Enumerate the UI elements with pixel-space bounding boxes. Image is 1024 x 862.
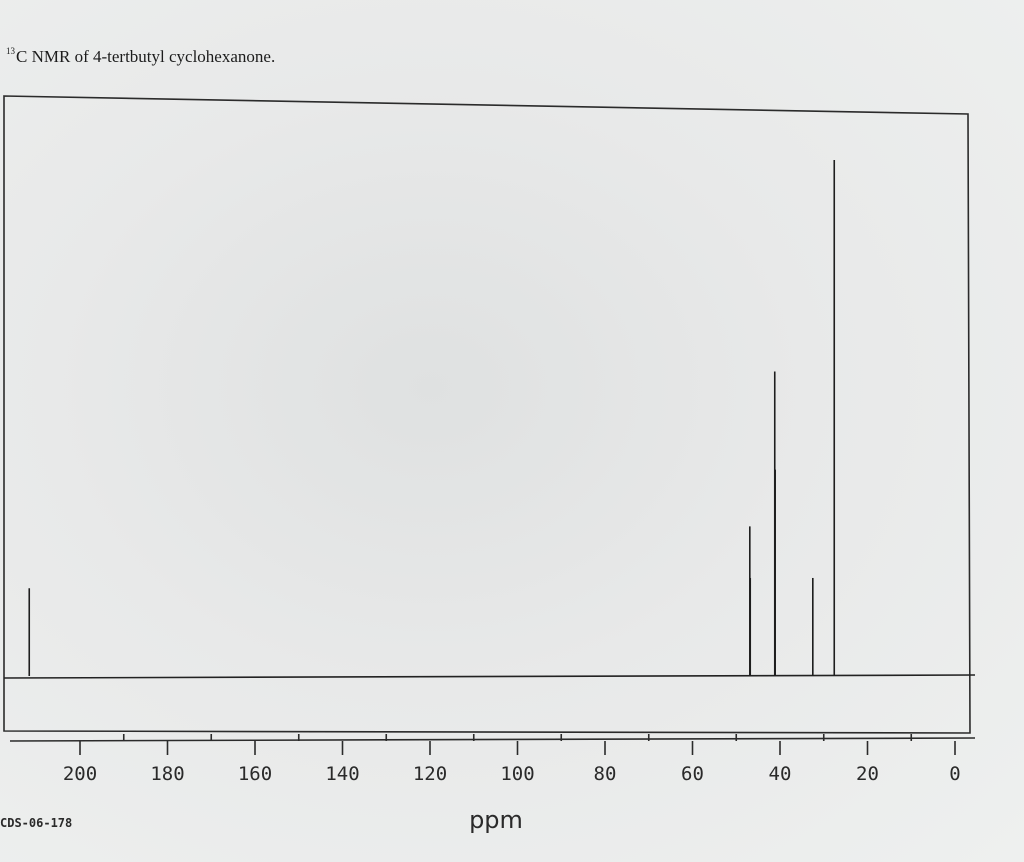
x-tick-label: 120 bbox=[413, 763, 447, 785]
x-tick-label: 140 bbox=[325, 763, 359, 785]
x-tick-label: 200 bbox=[63, 763, 97, 785]
x-tick-label: 0 bbox=[949, 763, 960, 785]
caption-text: C NMR of 4-tertbutyl cyclohexanone. bbox=[16, 47, 276, 66]
x-axis-label: ppm bbox=[469, 806, 523, 834]
plot-border bbox=[3, 95, 971, 734]
peak-group bbox=[28, 160, 836, 676]
catalog-code: CDS-06-178 bbox=[0, 816, 73, 830]
x-tick-label: 100 bbox=[500, 763, 534, 785]
x-tick-label: 160 bbox=[238, 763, 272, 785]
x-tick-label: 60 bbox=[681, 763, 704, 785]
spectrum-baseline bbox=[3, 674, 976, 679]
plot-frame bbox=[3, 95, 976, 734]
x-axis-line bbox=[9, 737, 976, 742]
chart-caption: 13C NMR of 4-tertbutyl cyclohexanone. bbox=[6, 46, 275, 67]
x-tick-label: 40 bbox=[769, 763, 792, 785]
x-tick-label: 80 bbox=[594, 763, 617, 785]
x-axis: 200 180 160 140 120 100 80 60 40 20 0 bbox=[9, 734, 976, 785]
x-tick-label: 180 bbox=[150, 763, 184, 785]
isotope-superscript: 13 bbox=[6, 46, 15, 56]
x-tick-label: 20 bbox=[856, 763, 879, 785]
